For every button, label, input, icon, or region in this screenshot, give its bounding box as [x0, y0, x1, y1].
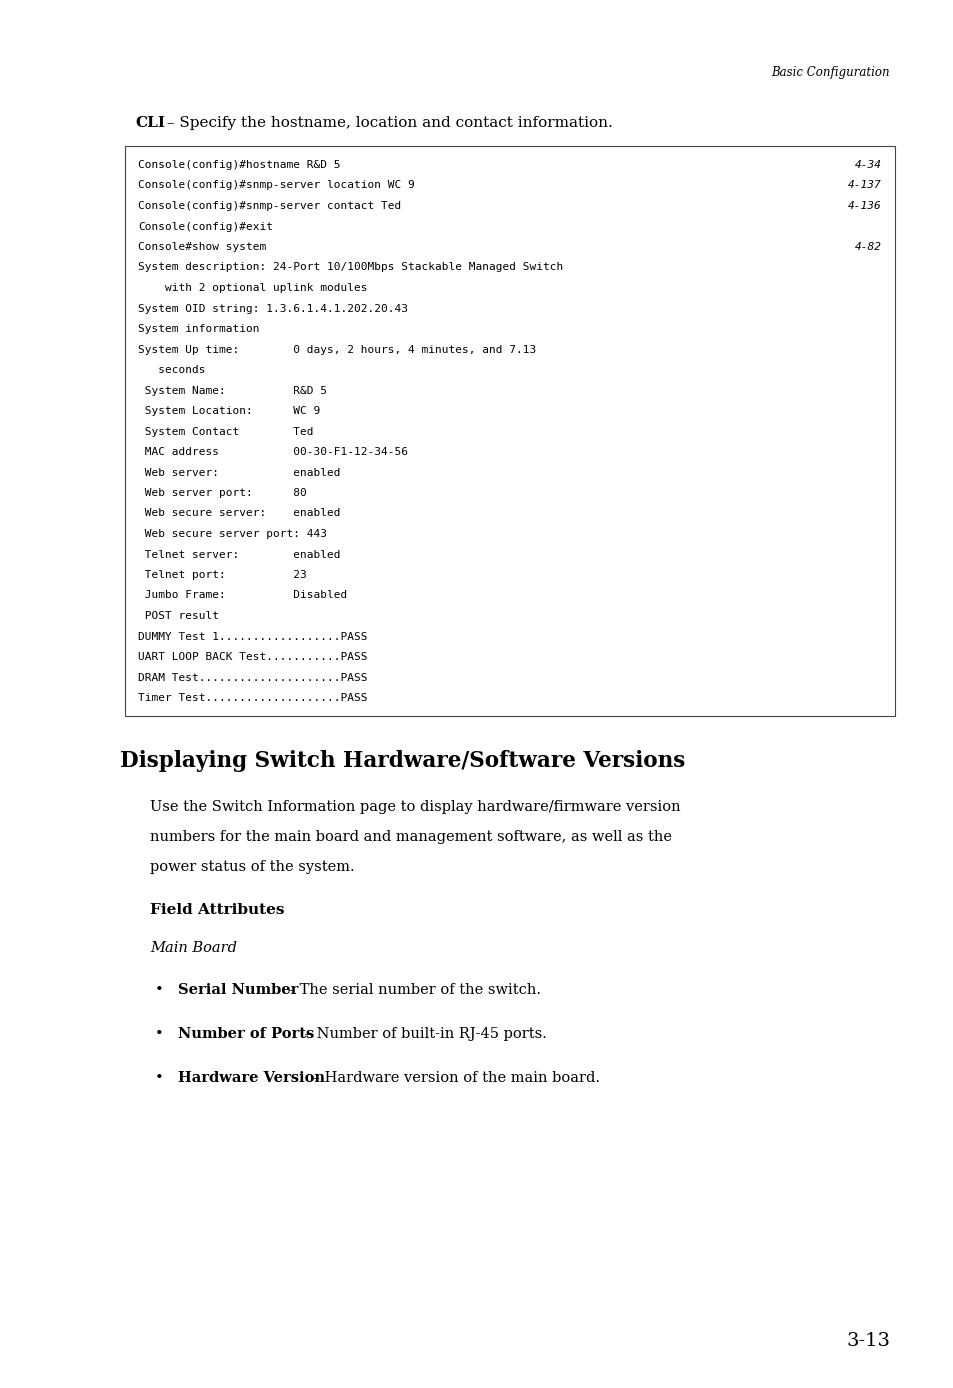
- Text: System Contact        Ted: System Contact Ted: [138, 426, 314, 436]
- Text: Use the Switch Information page to display hardware/firmware version: Use the Switch Information page to displ…: [150, 799, 679, 813]
- Text: •: •: [154, 1027, 164, 1041]
- Text: System information: System information: [138, 323, 259, 335]
- Text: Hardware Version: Hardware Version: [178, 1072, 325, 1085]
- Text: Number of Ports: Number of Ports: [178, 1027, 314, 1041]
- Text: Telnet server:        enabled: Telnet server: enabled: [138, 550, 340, 559]
- Text: UART LOOP BACK Test...........PASS: UART LOOP BACK Test...........PASS: [138, 652, 367, 662]
- Text: Console(config)#hostname R&D 5: Console(config)#hostname R&D 5: [138, 160, 340, 169]
- Text: POST result: POST result: [138, 611, 219, 620]
- Text: – Hardware version of the main board.: – Hardware version of the main board.: [308, 1072, 599, 1085]
- Text: 4-34: 4-34: [854, 160, 882, 169]
- Text: – Specify the hostname, location and contact information.: – Specify the hostname, location and con…: [162, 117, 612, 130]
- Text: Console(config)#snmp-server location WC 9: Console(config)#snmp-server location WC …: [138, 180, 415, 190]
- Text: 4-137: 4-137: [847, 180, 882, 190]
- Text: 4-82: 4-82: [854, 242, 882, 253]
- Text: power status of the system.: power status of the system.: [150, 861, 355, 874]
- Text: Console(config)#snmp-server contact Ted: Console(config)#snmp-server contact Ted: [138, 201, 401, 211]
- Text: Field Attributes: Field Attributes: [150, 904, 284, 917]
- Text: Jumbo Frame:          Disabled: Jumbo Frame: Disabled: [138, 590, 347, 601]
- Text: Console(config)#exit: Console(config)#exit: [138, 222, 273, 232]
- Text: DUMMY Test 1..................PASS: DUMMY Test 1..................PASS: [138, 632, 367, 641]
- Text: System Up time:        0 days, 2 hours, 4 minutes, and 7.13: System Up time: 0 days, 2 hours, 4 minut…: [138, 344, 536, 354]
- Text: – The serial number of the switch.: – The serial number of the switch.: [283, 983, 540, 997]
- Bar: [125, 146, 894, 716]
- Text: CLI: CLI: [135, 117, 165, 130]
- Text: Telnet port:          23: Telnet port: 23: [138, 570, 307, 580]
- Text: MAC address           00-30-F1-12-34-56: MAC address 00-30-F1-12-34-56: [138, 447, 408, 457]
- Text: Web secure server:    enabled: Web secure server: enabled: [138, 508, 340, 519]
- Text: DRAM Test.....................PASS: DRAM Test.....................PASS: [138, 673, 367, 683]
- Text: Console#show system: Console#show system: [138, 242, 266, 253]
- Text: •: •: [154, 1072, 164, 1085]
- Text: System description: 24-Port 10/100Mbps Stackable Managed Switch: System description: 24-Port 10/100Mbps S…: [138, 262, 562, 272]
- Text: numbers for the main board and management software, as well as the: numbers for the main board and managemen…: [150, 830, 671, 844]
- Text: System Location:      WC 9: System Location: WC 9: [138, 407, 320, 416]
- Text: Timer Test....................PASS: Timer Test....................PASS: [138, 693, 367, 702]
- Text: Main Board: Main Board: [150, 941, 236, 955]
- Text: Basic Configuration: Basic Configuration: [771, 67, 889, 79]
- Text: 4-136: 4-136: [847, 201, 882, 211]
- Text: Web server:           enabled: Web server: enabled: [138, 468, 340, 477]
- Text: Web secure server port: 443: Web secure server port: 443: [138, 529, 327, 539]
- Text: Displaying Switch Hardware/Software Versions: Displaying Switch Hardware/Software Vers…: [120, 750, 684, 772]
- Text: •: •: [154, 983, 164, 997]
- Text: Serial Number: Serial Number: [178, 983, 298, 997]
- Text: 3-13: 3-13: [845, 1332, 889, 1351]
- Text: with 2 optional uplink modules: with 2 optional uplink modules: [138, 283, 367, 293]
- Text: Web server port:      80: Web server port: 80: [138, 489, 307, 498]
- Text: – Number of built-in RJ-45 ports.: – Number of built-in RJ-45 ports.: [299, 1027, 546, 1041]
- Text: System Name:          R&D 5: System Name: R&D 5: [138, 386, 327, 396]
- Text: System OID string: 1.3.6.1.4.1.202.20.43: System OID string: 1.3.6.1.4.1.202.20.43: [138, 304, 408, 314]
- Text: seconds: seconds: [138, 365, 205, 375]
